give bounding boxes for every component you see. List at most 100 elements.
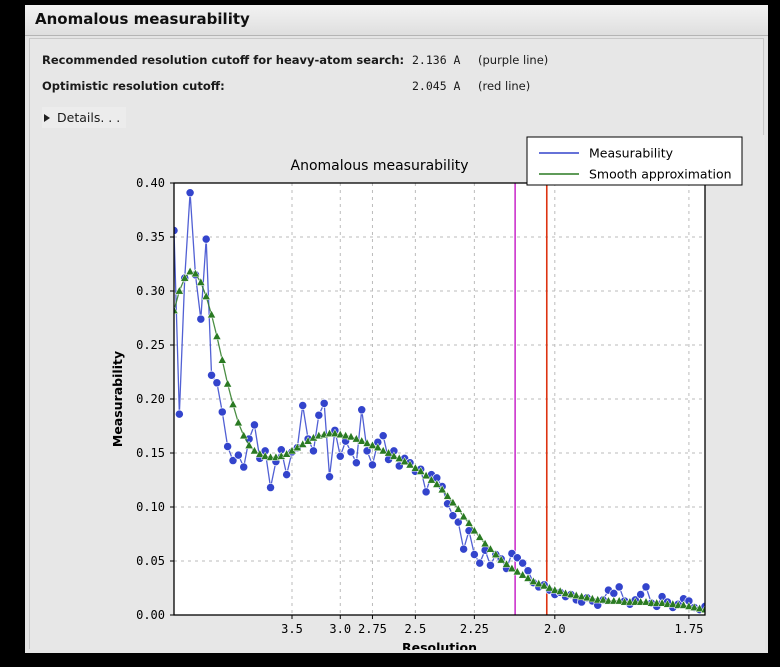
y-tick-label: 0.40 [136,176,165,190]
data-point [196,277,206,286]
data-point [330,428,340,437]
data-point [475,532,485,541]
data-point [641,597,651,606]
data-point [614,596,624,605]
x-tick-label: 3.0 [329,622,351,636]
data-point [239,462,249,472]
data-point [689,602,699,611]
data-point [233,417,243,427]
data-point [679,600,689,609]
data-point [534,578,544,588]
details-label: Details. . . [57,110,121,125]
y-tick-label: 0.00 [136,608,165,622]
data-point [432,479,442,488]
data-point [507,563,517,572]
data-point [485,544,495,553]
plot-title: Anomalous measurability [291,158,469,174]
x-tick-label: 3.5 [281,622,303,636]
y-axis-title: Measurability [110,351,125,447]
data-layer [174,183,705,615]
data-point [469,525,479,535]
triangle-right-icon [44,113,50,122]
data-point [368,460,377,470]
data-point [201,291,211,300]
data-point [335,451,345,461]
data-point [491,549,501,558]
legend-label: Measurability [589,146,674,161]
x-tick-label: 1.75 [674,622,703,636]
data-point [598,594,608,604]
data-point [496,554,506,564]
data-point [469,550,479,559]
data-point [400,456,410,466]
data-point [523,573,533,582]
data-point [357,436,367,445]
data-point [426,475,436,484]
data-point [351,458,361,468]
x-axis-title: Resolution [402,640,477,650]
data-point [684,601,694,610]
data-point [250,420,259,430]
data-point [239,430,249,440]
data-point [367,440,377,449]
data-point [325,472,334,482]
data-point [410,463,420,472]
data-point [614,582,624,592]
data-point [249,445,259,455]
data-point [512,553,522,563]
data-point [453,504,463,513]
data-point [207,309,217,319]
data-point [217,355,227,364]
data-point [459,511,469,521]
x-tick-label: 2.25 [460,622,489,636]
data-point [207,370,216,380]
legend-box [526,136,743,186]
window-title-bar: Anomalous measurability [25,5,768,36]
data-point [255,449,265,458]
data-point [185,266,195,275]
anomalous-measurability-window: Anomalous measurability Recommended reso… [25,5,768,653]
data-point [233,450,243,460]
y-tick-label: 0.10 [136,500,165,514]
data-point [695,603,705,612]
data-point [384,448,394,457]
data-point [180,273,190,282]
window-title: Anomalous measurability [35,10,250,28]
optimistic-cutoff-value: 2.045 A [412,79,461,93]
data-point [416,466,426,475]
data-point [266,483,275,493]
data-point [201,234,211,244]
details-disclosure-button[interactable]: Details. . . [42,107,127,128]
data-point [448,511,458,521]
data-point [244,440,254,449]
data-point [528,576,538,585]
y-tick-label: 0.15 [136,446,165,460]
data-point [228,456,238,466]
data-point [351,434,361,443]
data-point [389,451,399,460]
anomalous-measurability-chart: 0.00 0.05 0.10 0.15 0.20 0.25 0.30 0.35 0.40 3.5 3… [30,135,765,650]
data-point [475,558,485,568]
data-point [550,585,560,594]
data-point [362,438,372,447]
recommended-cutoff-value: 2.136 A [412,53,461,67]
data-point [518,570,528,579]
data-point [223,378,233,388]
data-point [185,188,195,198]
recommended-cutoff-note: (purple line) [478,53,549,67]
data-point [448,497,458,507]
y-tick-label: 0.35 [136,230,165,244]
data-point [555,586,565,595]
data-point [464,518,474,527]
data-point [421,487,431,497]
y-tick-label: 0.30 [136,284,165,298]
data-point [174,305,179,314]
data-point [223,442,233,451]
content-panel: Recommended resolution cutoff for heavy-… [29,38,765,650]
x-tick-label: 2.75 [358,622,387,636]
data-point [378,431,388,441]
data-point [341,430,351,440]
data-point [421,470,431,480]
data-point [373,442,383,452]
data-point [539,580,549,590]
